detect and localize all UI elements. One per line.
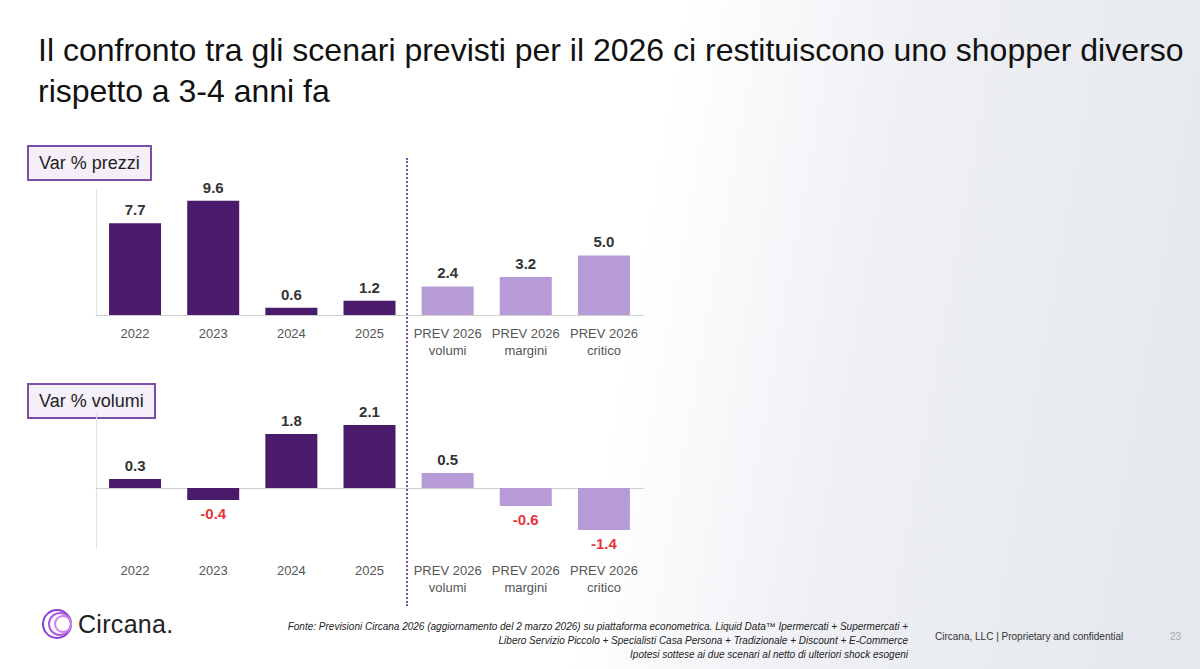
svg-text:2.4: 2.4 — [437, 264, 459, 281]
svg-text:3.2: 3.2 — [515, 255, 536, 272]
svg-text:2024: 2024 — [277, 326, 306, 341]
html-text:Circana.: Circana. — [78, 609, 174, 638]
html-text:Fonte: Previsioni Circana 2026: Fonte: Previsioni Circana 2026 (aggiorna… — [287, 621, 908, 632]
svg-text:9.6: 9.6 — [203, 179, 224, 196]
svg-text:PREV 2026: PREV 2026 — [570, 326, 638, 341]
html-text:Var % volumi: Var % volumi — [39, 391, 144, 411]
svg-text:2025: 2025 — [355, 326, 384, 341]
svg-text:5.0: 5.0 — [593, 233, 614, 250]
svg-text:7.7: 7.7 — [125, 201, 146, 218]
html-text:Libero Servizio Piccolo + Spec: Libero Servizio Piccolo + Specialisti Ca… — [498, 635, 908, 646]
svg-text:volumi: volumi — [429, 580, 467, 595]
svg-text:PREV 2026: PREV 2026 — [414, 326, 482, 341]
svg-text:margini: margini — [504, 580, 547, 595]
svg-text:margini: margini — [504, 343, 547, 358]
svg-text:2023: 2023 — [199, 563, 228, 578]
svg-text:2024: 2024 — [277, 563, 306, 578]
svg-text:-0.4: -0.4 — [200, 505, 227, 522]
svg-text:2023: 2023 — [199, 326, 228, 341]
svg-text:2022: 2022 — [121, 326, 150, 341]
html-text:23: 23 — [1170, 631, 1182, 642]
svg-text:0.6: 0.6 — [281, 286, 302, 303]
svg-text:1.2: 1.2 — [359, 279, 380, 296]
svg-text:-0.6: -0.6 — [513, 511, 539, 528]
svg-text:0.3: 0.3 — [125, 457, 146, 474]
html-text:Circana, LLC | Proprietary and: Circana, LLC | Proprietary and confident… — [935, 631, 1124, 642]
svg-text:1.8: 1.8 — [281, 412, 302, 429]
svg-text:2.1: 2.1 — [359, 403, 380, 420]
html-text:Il confronto tra gli scenari p: Il confronto tra gli scenari previsti pe… — [38, 32, 1184, 109]
svg-text:critico: critico — [587, 580, 621, 595]
svg-text:2025: 2025 — [355, 563, 384, 578]
svg-text:PREV 2026: PREV 2026 — [570, 563, 638, 578]
svg-text:volumi: volumi — [429, 343, 467, 358]
svg-text:critico: critico — [587, 343, 621, 358]
svg-text:2022: 2022 — [121, 563, 150, 578]
svg-text:0.5: 0.5 — [437, 451, 458, 468]
svg-text:PREV 2026: PREV 2026 — [414, 563, 482, 578]
svg-text:-1.4: -1.4 — [591, 535, 618, 552]
svg-text:PREV 2026: PREV 2026 — [492, 326, 560, 341]
html-text:Var % prezzi: Var % prezzi — [39, 153, 140, 173]
html-text:Ipotesi sottese ai due scenari: Ipotesi sottese ai due scenari al netto … — [630, 649, 908, 660]
svg-text:PREV 2026: PREV 2026 — [492, 563, 560, 578]
